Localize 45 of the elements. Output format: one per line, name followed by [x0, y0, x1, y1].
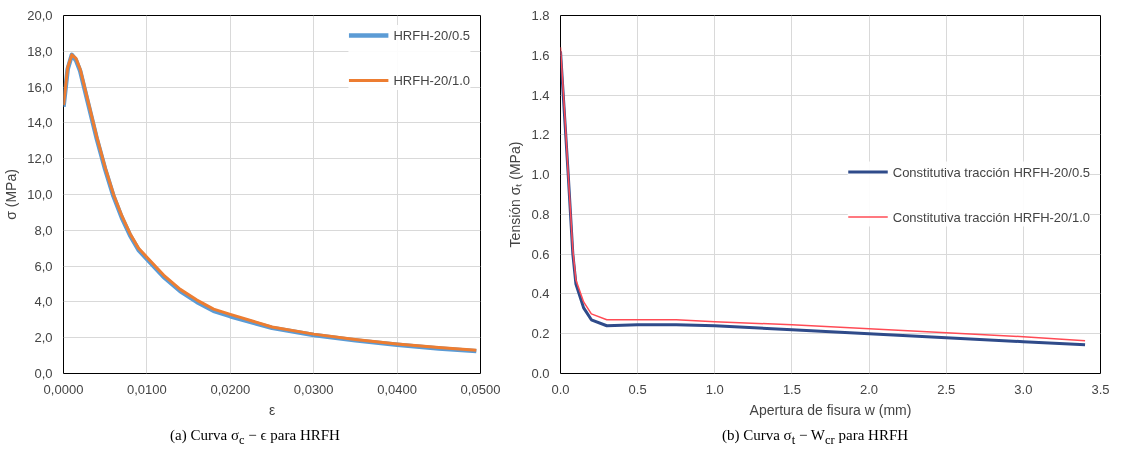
- y-tick-label: 16,0: [27, 79, 53, 95]
- x-tick-label: 0.0: [551, 381, 570, 397]
- y-axis-title: Tensión σₜ (MPa): [507, 141, 524, 248]
- y-tick-label: 10,0: [27, 187, 53, 202]
- y-tick-label: 0,0: [34, 366, 53, 381]
- x-tick-label: 0,0400: [377, 381, 417, 397]
- x-tick-label: 3.5: [1091, 381, 1110, 397]
- x-axis-title: Apertura de fisura w (mm): [749, 401, 912, 418]
- y-tick-label: 0.6: [531, 246, 550, 262]
- x-tick-label: 2.5: [937, 381, 956, 397]
- y-tick-label: 0.0: [531, 366, 550, 381]
- y-tick-label: 1.6: [531, 47, 550, 63]
- y-tick-label: 1.8: [531, 8, 550, 23]
- text: (b) Curva σ$_{t}$ − W$_{cr}$ para HRFH: [721, 426, 909, 449]
- y-tick-label: 0.2: [531, 326, 550, 342]
- x-tick-label: 0,0000: [43, 381, 84, 397]
- y-tick-label: 4,0: [34, 294, 53, 310]
- text: (a) Curva σ$_{c}$ − ϵ para HRFH: [170, 426, 340, 449]
- x-tick-label: 0,0500: [460, 381, 501, 397]
- x-tick-label: 3.0: [1014, 381, 1033, 397]
- y-tick-label: 20,0: [27, 8, 53, 23]
- y-axis-title: σ (MPa): [3, 169, 20, 220]
- y-tick-label: 1.0: [531, 167, 550, 183]
- x-tick-label: 0,0200: [210, 381, 251, 397]
- legend-label: HRFH-20/1.0: [393, 72, 470, 88]
- legend-label: HRFH-20/0.5: [393, 27, 470, 43]
- x-tick-label: 1.0: [705, 381, 724, 397]
- y-tick-label: 14,0: [27, 115, 53, 131]
- y-tick-label: 1.2: [531, 127, 550, 143]
- y-tick-label: 12,0: [27, 151, 53, 167]
- x-tick-label: 0,0100: [127, 381, 167, 397]
- y-tick-label: 8,0: [34, 222, 53, 238]
- y-tick-label: 0.8: [531, 206, 550, 222]
- y-tick-label: 1.4: [531, 87, 550, 103]
- y-tick-label: 0.4: [531, 286, 550, 302]
- x-axis-title: ε: [268, 401, 276, 418]
- x-tick-label: 0,0300: [293, 381, 334, 397]
- x-tick-label: 1.5: [782, 381, 801, 397]
- legend-label: Constitutiva tracción HRFH-20/1.0: [892, 209, 1090, 224]
- x-tick-label: 2.0: [860, 381, 879, 397]
- x-tick-label: 0.5: [628, 381, 647, 397]
- legend-label: Constitutiva tracción HRFH-20/0.5: [892, 164, 1090, 179]
- y-tick-label: 18,0: [27, 43, 53, 59]
- y-tick-label: 2,0: [34, 330, 53, 346]
- y-tick-label: 6,0: [34, 258, 53, 274]
